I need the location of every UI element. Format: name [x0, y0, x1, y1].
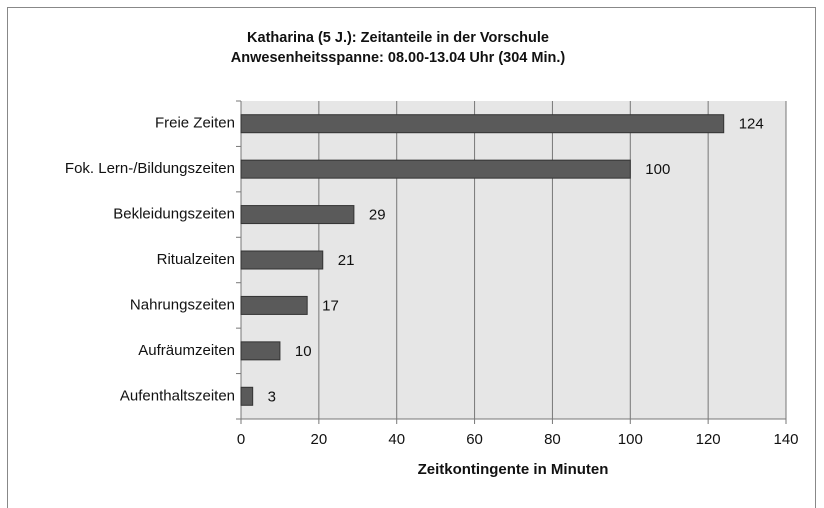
x-tick-label: 40 — [388, 431, 405, 448]
bar — [240, 386, 254, 406]
data-label: 10 — [295, 343, 312, 360]
x-tick-label: 100 — [618, 431, 643, 448]
bar — [240, 114, 725, 134]
data-label: 3 — [268, 388, 276, 405]
y-tick-label: Aufräumzeiten — [138, 342, 235, 359]
y-tick-label: Bekleidungszeiten — [113, 206, 235, 223]
data-label: 21 — [338, 252, 355, 269]
bar — [240, 205, 355, 225]
x-tick-label: 0 — [237, 431, 245, 448]
x-tick-label: 20 — [311, 431, 328, 448]
plot-area — [241, 101, 786, 419]
x-axis-label: Zeitkontingente in Minuten — [418, 461, 609, 478]
data-label: 100 — [645, 161, 670, 178]
x-tick-label: 120 — [696, 431, 721, 448]
y-tick-label: Ritualzeiten — [157, 251, 235, 268]
chart-title: Katharina (5 J.): Zeitanteile in der Vor… — [247, 30, 549, 46]
chart-subtitle: Anwesenheitsspanne: 08.00-13.04 Uhr (304… — [231, 50, 566, 66]
data-label: 17 — [322, 297, 339, 314]
bar — [240, 250, 324, 270]
y-tick-label: Aufenthaltszeiten — [120, 387, 235, 404]
x-tick-label: 80 — [544, 431, 561, 448]
x-tick-label: 140 — [773, 431, 798, 448]
data-label: 124 — [739, 116, 764, 133]
bar — [240, 295, 308, 315]
data-label: 29 — [369, 207, 386, 224]
y-tick-label: Nahrungszeiten — [130, 296, 235, 313]
y-tick-label: Fok. Lern-/Bildungszeiten — [65, 160, 235, 177]
bar — [240, 341, 281, 361]
x-tick-label: 60 — [466, 431, 483, 448]
y-tick-label: Freie Zeiten — [155, 115, 235, 132]
bar — [240, 159, 631, 179]
